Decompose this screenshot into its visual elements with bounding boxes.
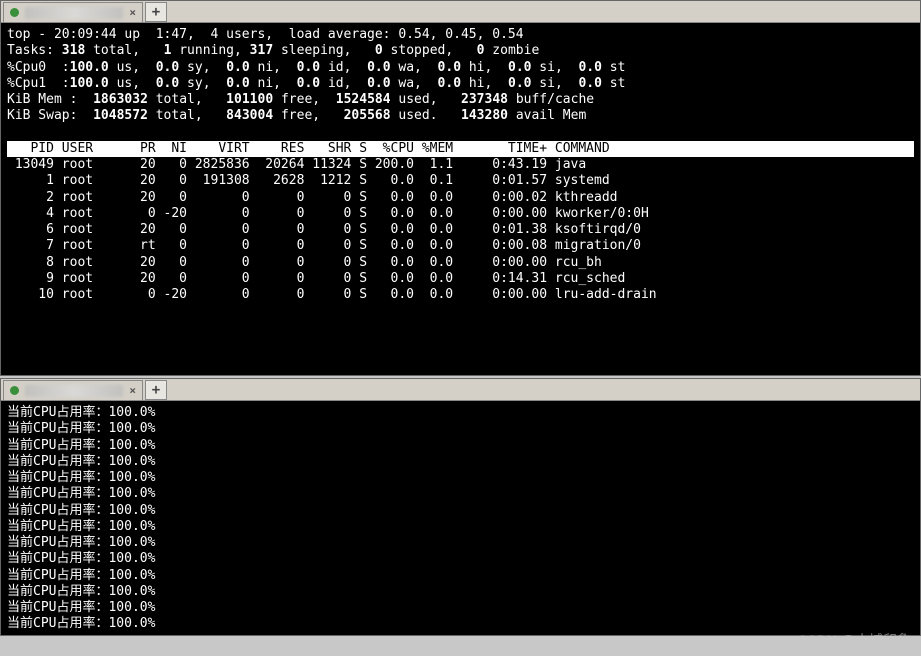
cpu-usage-line: 当前CPU占用率：100.0%: [7, 568, 155, 583]
terminal-window-1: × + top - 20:09:44 up 1:47, 4 users, loa…: [0, 0, 921, 376]
process-row: 6 root 20 0 0 0 0 S 0.0 0.0 0:01.38 ksof…: [7, 222, 641, 237]
process-row: 7 root rt 0 0 0 0 S 0.0 0.0 0:00.08 migr…: [7, 238, 641, 253]
tab-title-blurred: [25, 7, 123, 19]
process-table-header: PID USER PR NI VIRT RES SHR S %CPU %MEM …: [7, 141, 914, 157]
terminal-window-2: × + 当前CPU占用率：100.0% 当前CPU占用率：100.0% 当前CP…: [0, 378, 921, 636]
cpu-usage-line: 当前CPU占用率：100.0%: [7, 600, 155, 615]
close-icon[interactable]: ×: [129, 6, 136, 19]
cpu-usage-line: 当前CPU占用率：100.0%: [7, 535, 155, 550]
cpu-usage-line: 当前CPU占用率：100.0%: [7, 616, 155, 631]
tab-1[interactable]: ×: [3, 2, 143, 22]
process-row: 8 root 20 0 0 0 0 S 0.0 0.0 0:00.00 rcu_…: [7, 255, 602, 270]
process-row: 4 root 0 -20 0 0 0 S 0.0 0.0 0:00.00 kwo…: [7, 206, 649, 221]
tab-2[interactable]: ×: [3, 380, 143, 400]
close-icon[interactable]: ×: [129, 384, 136, 397]
cpu-usage-line: 当前CPU占用率：100.0%: [7, 454, 155, 469]
tab-bar-2: × +: [1, 379, 920, 401]
cpu-usage-line: 当前CPU占用率：100.0%: [7, 551, 155, 566]
cpu-usage-line: 当前CPU占用率：100.0%: [7, 421, 155, 436]
cpu-usage-line: 当前CPU占用率：100.0%: [7, 486, 155, 501]
process-row: 13049 root 20 0 2825836 20264 11324 S 20…: [7, 157, 586, 172]
process-row: 9 root 20 0 0 0 0 S 0.0 0.0 0:14.31 rcu_…: [7, 271, 625, 286]
cpu-usage-line: 当前CPU占用率：100.0%: [7, 438, 155, 453]
cpu-usage-line: 当前CPU占用率：100.0%: [7, 470, 155, 485]
tab-bar-1: × +: [1, 1, 920, 23]
terminal-output-top[interactable]: top - 20:09:44 up 1:47, 4 users, load av…: [1, 23, 920, 375]
process-row: 1 root 20 0 191308 2628 1212 S 0.0 0.1 0…: [7, 173, 610, 188]
status-dot-icon: [10, 386, 19, 395]
new-tab-button[interactable]: +: [145, 380, 167, 400]
tab-title-blurred: [25, 385, 123, 397]
cpu-usage-line: 当前CPU占用率：100.0%: [7, 405, 155, 420]
process-row: 10 root 0 -20 0 0 0 S 0.0 0.0 0:00.00 lr…: [7, 287, 657, 302]
terminal-output-cpu[interactable]: 当前CPU占用率：100.0% 当前CPU占用率：100.0% 当前CPU占用率…: [1, 401, 920, 635]
status-dot-icon: [10, 8, 19, 17]
process-row: 2 root 20 0 0 0 0 S 0.0 0.0 0:00.02 kthr…: [7, 190, 617, 205]
cpu-usage-line: 当前CPU占用率：100.0%: [7, 503, 155, 518]
cpu-usage-line: 当前CPU占用率：100.0%: [7, 584, 155, 599]
new-tab-button[interactable]: +: [145, 2, 167, 22]
watermark: CSDN @小城印象: [797, 630, 911, 650]
cpu-usage-line: 当前CPU占用率：100.0%: [7, 519, 155, 534]
